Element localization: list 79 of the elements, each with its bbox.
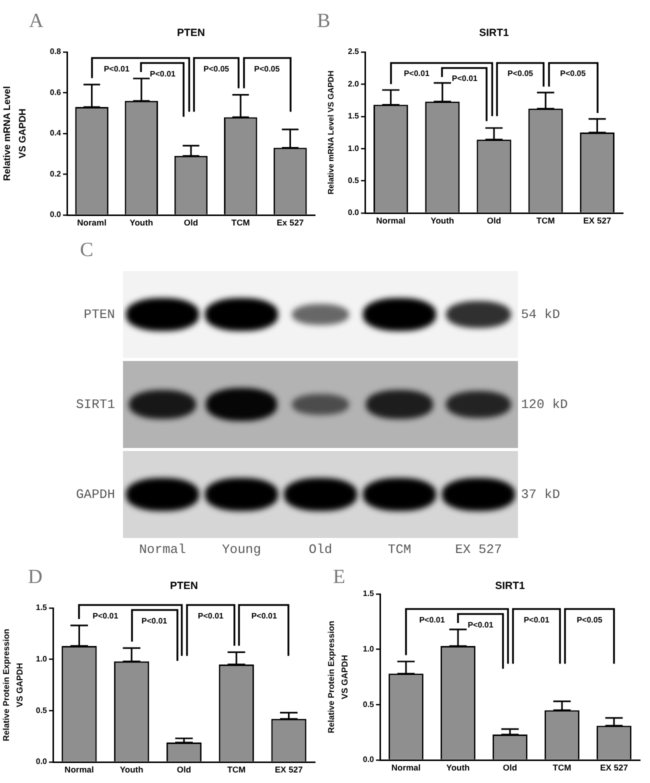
x-tick-label: TCM — [227, 764, 246, 774]
category-label: Old — [308, 542, 332, 557]
y-tick-label: 0.0 — [362, 755, 375, 764]
y-tick-label: 1.0 — [362, 644, 375, 654]
y-tick-label: 1.5 — [36, 603, 48, 612]
x-tick-label: EX 527 — [274, 764, 304, 774]
y-tick-label: 0.6 — [50, 88, 62, 97]
category-label: GAPDH — [76, 487, 115, 502]
annotation: P<0.05 — [204, 64, 230, 74]
text: D — [28, 566, 42, 588]
annotation: P<0.05 — [254, 64, 280, 74]
x-tick-label: TCM — [552, 762, 572, 772]
chart-title: PTEN — [170, 580, 198, 592]
category-label: 120 kD — [521, 397, 568, 412]
annotation: P<0.01 — [104, 64, 130, 74]
x-tick-label: Youth — [120, 764, 144, 774]
annotation: P<0.01 — [142, 616, 168, 626]
annotation: P<0.05 — [560, 69, 586, 78]
x-tick-label: Normal — [391, 762, 421, 772]
text: E — [333, 566, 346, 588]
x-tick-label: Youth — [446, 762, 470, 772]
y-tick-label: 0.4 — [50, 128, 62, 138]
x-tick-label: Old — [176, 764, 192, 774]
x-tick-label: Old — [184, 217, 198, 228]
chart-title: PTEN — [176, 26, 206, 39]
x-tick-label: Youth — [130, 217, 154, 228]
annotation: P<0.01 — [150, 70, 176, 79]
y-tick-label: 0.5 — [348, 176, 360, 186]
y-axis-title: Relative Protein Expression VS GAPDH — [326, 620, 350, 734]
category-label: EX 527 — [455, 542, 502, 557]
annotation: P<0.01 — [251, 612, 278, 621]
x-tick-label: Old — [486, 215, 502, 226]
y-axis-title: Relative mRNA Level VS GAPDH — [2, 86, 28, 181]
annotation: P<0.05 — [576, 616, 603, 625]
annotation: P<0.01 — [92, 612, 119, 621]
text: A — [29, 10, 44, 32]
x-tick-label: Normal — [376, 215, 406, 226]
y-tick-label: 0.0 — [36, 757, 48, 766]
y-tick-label: 1.0 — [348, 144, 360, 153]
category-label: 54 kD — [521, 307, 560, 322]
y-tick-label: 0.0 — [348, 208, 360, 218]
text: B — [317, 10, 330, 32]
y-tick-label: 2.5 — [348, 47, 360, 56]
category-label: PTEN — [84, 307, 115, 322]
x-tick-label: Noraml — [77, 217, 106, 228]
y-axis-title: Relative Protein Expression VS GAPDH — [1, 628, 25, 742]
x-tick-label: Normal — [64, 764, 94, 774]
y-tick-label: 0.2 — [50, 169, 62, 178]
y-tick-label: 2.0 — [348, 79, 360, 88]
annotation: P<0.01 — [404, 69, 430, 78]
annotation: P<0.01 — [468, 620, 494, 630]
x-tick-label: Old — [502, 762, 518, 772]
y-tick-label: 0.8 — [50, 47, 62, 56]
y-tick-label: 0.0 — [50, 210, 62, 220]
chart-title: SIRT1 — [495, 580, 526, 592]
annotation: P<0.01 — [198, 612, 224, 621]
x-tick-label: EX 527 — [600, 762, 628, 772]
y-tick-label: 0.5 — [362, 700, 375, 709]
y-tick-label: 1.5 — [362, 589, 375, 598]
category-label: SIRT1 — [76, 397, 115, 412]
category-label: 37 kD — [521, 487, 560, 502]
annotation: P<0.05 — [508, 69, 534, 78]
x-tick-label: Ex 527 — [276, 217, 304, 228]
x-tick-label: EX 527 — [583, 215, 612, 226]
y-tick-label: 0.5 — [36, 706, 48, 715]
y-tick-label: 1.0 — [36, 654, 48, 664]
category-label: TCM — [388, 542, 412, 557]
annotation: P<0.01 — [524, 616, 550, 625]
chart-title: SIRT1 — [479, 26, 510, 39]
annotation: P<0.01 — [419, 616, 446, 625]
y-axis-title: Relative mRNA Level VS GAPDH — [326, 70, 336, 194]
x-tick-label: TCM — [231, 217, 250, 228]
annotation: P<0.01 — [452, 74, 478, 84]
y-tick-label: 1.5 — [348, 112, 360, 121]
category-label: Normal — [139, 542, 186, 557]
x-tick-label: Youth — [430, 215, 454, 226]
x-tick-label: TCM — [536, 215, 555, 226]
text: C — [80, 239, 94, 261]
category-label: Young — [222, 542, 262, 557]
